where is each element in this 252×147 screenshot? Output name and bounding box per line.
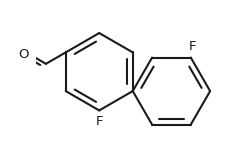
- Text: F: F: [188, 40, 196, 53]
- Text: O: O: [18, 48, 28, 61]
- Text: F: F: [95, 115, 103, 128]
